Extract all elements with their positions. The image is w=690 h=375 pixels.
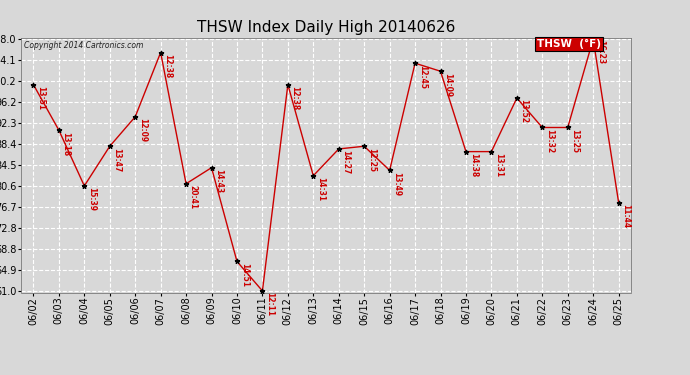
Text: THSW  (°F): THSW (°F) xyxy=(537,39,601,49)
Text: 14:43: 14:43 xyxy=(215,169,224,193)
Text: 12:09: 12:09 xyxy=(138,118,147,142)
Text: 13:47: 13:47 xyxy=(112,148,121,172)
Point xyxy=(282,82,293,88)
Point xyxy=(28,82,39,88)
Text: 14:09: 14:09 xyxy=(443,73,453,97)
Text: 14:27: 14:27 xyxy=(342,150,351,175)
Point xyxy=(104,143,115,149)
Text: 13:49: 13:49 xyxy=(393,172,402,196)
Text: 13:52: 13:52 xyxy=(520,99,529,123)
Text: 16:23: 16:23 xyxy=(596,40,605,64)
Text: 15:39: 15:39 xyxy=(87,187,96,211)
Text: 12:25: 12:25 xyxy=(367,148,376,172)
Point xyxy=(231,258,242,264)
Point xyxy=(359,143,370,149)
Point xyxy=(206,165,217,171)
Point xyxy=(486,148,497,154)
Point xyxy=(155,50,166,55)
Text: 11:44: 11:44 xyxy=(622,204,631,228)
Text: 14:38: 14:38 xyxy=(469,153,477,177)
Text: 13:31: 13:31 xyxy=(494,153,503,177)
Point xyxy=(384,167,395,173)
Point xyxy=(613,200,624,206)
Text: 12:38: 12:38 xyxy=(164,54,172,78)
Point xyxy=(333,146,344,152)
Point xyxy=(181,181,192,187)
Point xyxy=(53,127,64,133)
Point xyxy=(511,95,522,101)
Point xyxy=(537,124,548,130)
Text: 20:41: 20:41 xyxy=(189,185,198,209)
Point xyxy=(79,183,90,189)
Text: 13:32: 13:32 xyxy=(545,129,554,153)
Point xyxy=(435,68,446,74)
Text: 12:45: 12:45 xyxy=(418,64,427,88)
Point xyxy=(460,148,471,154)
Point xyxy=(562,124,573,130)
Point xyxy=(257,288,268,294)
Point xyxy=(130,114,141,120)
Text: 13:51: 13:51 xyxy=(36,86,46,110)
Point xyxy=(410,60,421,66)
Text: 12:11: 12:11 xyxy=(265,292,274,316)
Text: 13:18: 13:18 xyxy=(61,132,70,156)
Text: 14:51: 14:51 xyxy=(239,263,249,287)
Title: THSW Index Daily High 20140626: THSW Index Daily High 20140626 xyxy=(197,20,455,35)
Text: 12:38: 12:38 xyxy=(290,86,299,110)
Text: 13:25: 13:25 xyxy=(571,129,580,153)
Text: Copyright 2014 Cartronics.com: Copyright 2014 Cartronics.com xyxy=(23,41,143,50)
Point xyxy=(588,36,599,42)
Point xyxy=(308,173,319,179)
Text: 14:31: 14:31 xyxy=(316,177,325,201)
